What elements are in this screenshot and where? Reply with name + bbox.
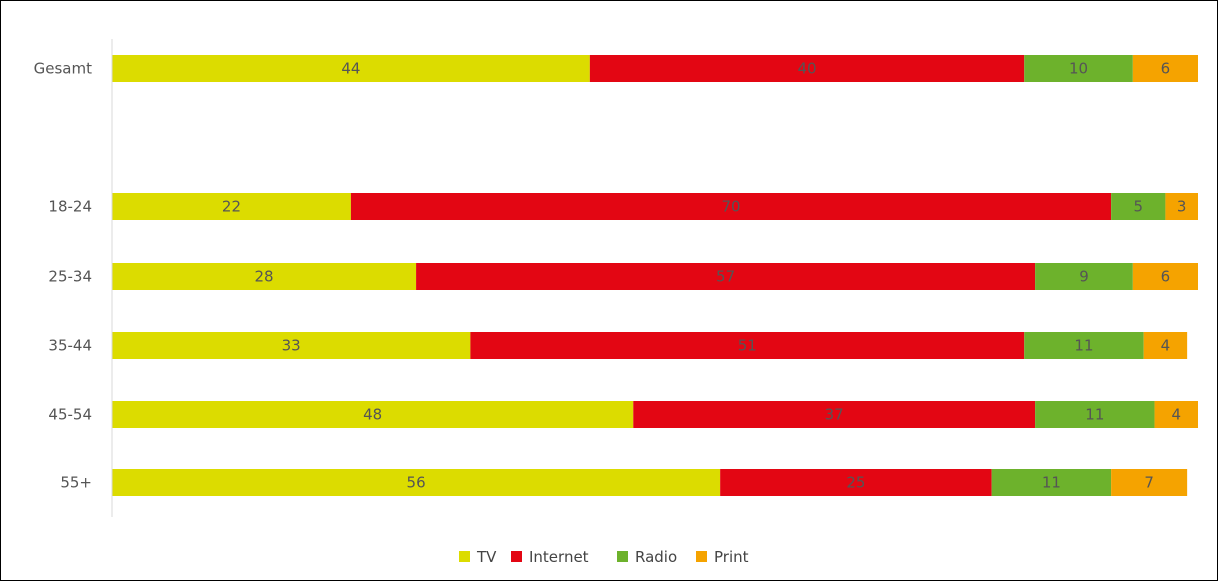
category-label: 45-54 bbox=[48, 406, 92, 424]
bar-segment-internet bbox=[720, 469, 992, 496]
data-label: 9 bbox=[1079, 268, 1089, 286]
data-label: 51 bbox=[738, 337, 757, 355]
data-label: 48 bbox=[363, 406, 382, 424]
data-label: 3 bbox=[1177, 198, 1187, 216]
bar-segment-internet bbox=[589, 55, 1025, 82]
data-label: 7 bbox=[1144, 474, 1154, 492]
data-label: 56 bbox=[407, 474, 426, 492]
bar-segment-tv bbox=[112, 401, 634, 428]
data-label: 44 bbox=[341, 60, 360, 78]
legend-swatch-print bbox=[696, 551, 707, 562]
data-label: 37 bbox=[825, 406, 844, 424]
legend-swatch-radio bbox=[617, 551, 628, 562]
data-label: 28 bbox=[254, 268, 273, 286]
bar-segment-tv bbox=[112, 55, 590, 82]
data-label: 25 bbox=[846, 474, 865, 492]
bar-segment-internet bbox=[470, 332, 1025, 359]
legend-label: Radio bbox=[635, 548, 677, 566]
legend-label: Print bbox=[714, 548, 749, 566]
data-label: 4 bbox=[1161, 337, 1171, 355]
category-label: Gesamt bbox=[34, 60, 92, 78]
bar-segment-internet bbox=[350, 193, 1112, 220]
data-label: 57 bbox=[716, 268, 735, 286]
bar-segment-radio bbox=[1024, 332, 1144, 359]
category-label: 18-24 bbox=[48, 198, 92, 216]
data-label: 6 bbox=[1161, 60, 1171, 78]
bar-segment-internet bbox=[416, 263, 1036, 290]
data-label: 40 bbox=[797, 60, 816, 78]
bar-segment-internet bbox=[633, 401, 1036, 428]
data-label: 4 bbox=[1172, 406, 1182, 424]
bar-segment-tv bbox=[112, 332, 471, 359]
category-label: 25-34 bbox=[48, 268, 92, 286]
bar-segment-radio bbox=[1111, 193, 1166, 220]
data-label: 11 bbox=[1042, 474, 1061, 492]
category-labels: Gesamt 18-24 25-34 35-44 45-54 55+ bbox=[34, 60, 92, 492]
data-label: 33 bbox=[282, 337, 301, 355]
bar-segment-print bbox=[1132, 263, 1198, 290]
bar-segment-print bbox=[1132, 55, 1198, 82]
bar-segment-radio bbox=[1035, 401, 1155, 428]
bar-segment-print bbox=[1111, 469, 1188, 496]
legend-swatch-tv bbox=[459, 551, 470, 562]
bar-segment-radio bbox=[991, 469, 1112, 496]
category-label: 55+ bbox=[60, 474, 92, 492]
bar-segment-tv bbox=[112, 263, 417, 290]
bar-segment-tv bbox=[112, 469, 721, 496]
bar-segment-print bbox=[1165, 193, 1198, 220]
data-label: 6 bbox=[1161, 268, 1171, 286]
legend-label: TV bbox=[476, 548, 497, 566]
value-labels: 44 40 10 6 22 70 5 3 28 57 9 6 33 51 11 4 48 37 11 4 56 25 11 7 bbox=[222, 60, 1187, 492]
legend-label: Internet bbox=[529, 548, 589, 566]
data-label: 70 bbox=[721, 198, 740, 216]
bar-segment-print bbox=[1143, 332, 1188, 359]
data-label: 22 bbox=[222, 198, 241, 216]
bar-segment-print bbox=[1154, 401, 1198, 428]
legend-swatch-internet bbox=[511, 551, 522, 562]
data-label: 11 bbox=[1074, 337, 1093, 355]
bars-group bbox=[112, 55, 1198, 496]
category-label: 35-44 bbox=[48, 337, 92, 355]
bar-segment-tv bbox=[112, 193, 351, 220]
legend: TV Internet Radio Print bbox=[459, 548, 749, 566]
data-label: 11 bbox=[1085, 406, 1104, 424]
data-label: 5 bbox=[1133, 198, 1143, 216]
bar-segment-radio bbox=[1024, 55, 1133, 82]
data-label: 10 bbox=[1069, 60, 1088, 78]
bar-segment-radio bbox=[1035, 263, 1133, 290]
